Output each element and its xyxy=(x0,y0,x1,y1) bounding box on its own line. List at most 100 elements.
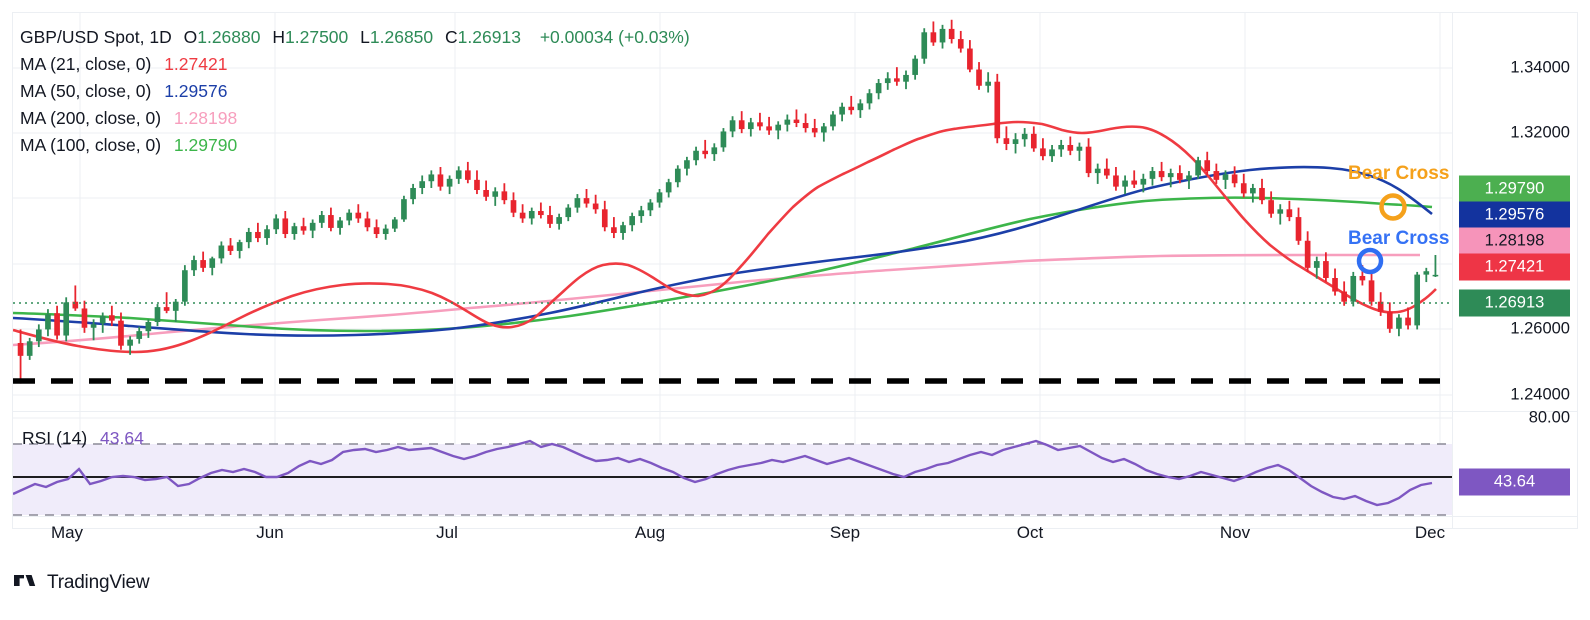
candle-body xyxy=(346,212,353,221)
tradingview-logo: TradingView xyxy=(14,572,150,594)
symbol-label: GBP/USD Spot, 1D xyxy=(20,27,172,47)
time-tick-label: Aug xyxy=(634,523,666,542)
price-axis-divider xyxy=(1452,12,1453,529)
candle-body xyxy=(1377,301,1384,312)
candle-body xyxy=(1149,171,1156,179)
legend-row-ma21: MA (21, close, 0) 1.27421 xyxy=(20,51,690,78)
candle-body xyxy=(1186,175,1192,180)
candle-body xyxy=(912,58,918,75)
legend-row-ma200: MA (200, close, 0) 1.28198 xyxy=(20,105,690,132)
candle-body xyxy=(410,187,416,200)
candle-body xyxy=(528,210,535,219)
candle-body xyxy=(802,122,809,129)
candle-body xyxy=(565,207,572,218)
ohlc-low-value: 1.26850 xyxy=(369,27,434,47)
ohlc-high-label: H xyxy=(272,27,286,47)
candle-body xyxy=(738,120,745,130)
candle-body xyxy=(702,150,709,155)
candle-body xyxy=(693,150,699,161)
candle-body xyxy=(355,212,362,219)
candle-body xyxy=(1131,180,1138,185)
candle-body xyxy=(1067,144,1074,151)
candle-body xyxy=(1231,174,1238,184)
candle-body xyxy=(1030,133,1037,149)
time-tick-label: Sep xyxy=(829,523,861,542)
candle-body xyxy=(620,225,626,233)
candle-body xyxy=(455,170,462,179)
ohlc-open-value: 1.26880 xyxy=(197,27,261,47)
candle-body xyxy=(747,122,754,130)
candle-body xyxy=(382,228,389,235)
candle-body xyxy=(72,301,79,309)
candle-body xyxy=(684,160,690,169)
candle-body xyxy=(629,216,635,226)
candle-body xyxy=(1268,200,1274,214)
candle-body xyxy=(948,28,955,40)
candle-body xyxy=(1085,146,1092,174)
candle-body xyxy=(1332,278,1338,292)
candle-body xyxy=(1396,317,1402,329)
candle-body xyxy=(109,315,115,321)
candle-body xyxy=(903,74,909,82)
candle-body xyxy=(1277,209,1284,214)
candle-body xyxy=(99,315,106,324)
price-badge: 1.29790 xyxy=(1459,175,1570,203)
price-badge: 1.27421 xyxy=(1459,253,1570,281)
candle-body xyxy=(1286,209,1293,218)
candle-body xyxy=(81,308,88,328)
candle-body xyxy=(601,209,608,228)
candle-body xyxy=(1350,275,1357,302)
bear-cross-label-orange: Bear Cross xyxy=(1348,163,1450,184)
candle-body xyxy=(1012,139,1019,144)
candle-body xyxy=(291,226,298,235)
candle-body xyxy=(26,341,33,356)
price-badge: 1.29576 xyxy=(1459,201,1570,229)
candle-body xyxy=(1113,175,1119,187)
candle-body xyxy=(1386,311,1393,329)
candle-body xyxy=(1313,261,1320,268)
candle-body xyxy=(1222,174,1229,180)
candle-body xyxy=(720,131,727,148)
ma21-value: 1.27421 xyxy=(164,54,228,74)
time-axis[interactable]: May Jun Jul Aug Sep Oct Nov Dec xyxy=(12,517,1453,551)
rsi-band-fill xyxy=(13,444,1452,515)
candle-body xyxy=(245,231,252,243)
legend-row-ma100: MA (100, close, 0) 1.29790 xyxy=(20,132,690,159)
legend-row-ohlc: GBP/USD Spot, 1D O1.26880 H1.27500 L1.26… xyxy=(20,24,690,51)
candle-body xyxy=(711,147,718,155)
candle-body xyxy=(766,126,772,131)
candle-body xyxy=(54,313,60,336)
ma50-label: MA (50, close, 0) xyxy=(20,81,152,101)
candle-body xyxy=(1341,291,1347,302)
candle-body xyxy=(592,203,599,210)
ma21-label: MA (21, close, 0) xyxy=(20,54,152,74)
candle-body xyxy=(437,174,444,187)
candle-body xyxy=(172,301,179,311)
ohlc-open-label: O xyxy=(183,27,198,47)
candle-body xyxy=(1177,173,1183,180)
candle-body xyxy=(1359,275,1366,281)
candle-body xyxy=(967,48,973,70)
candle-body xyxy=(182,270,188,302)
candle-body xyxy=(318,215,325,223)
tradingview-brand-text: TradingView xyxy=(47,572,150,593)
candle-body xyxy=(1323,261,1329,279)
candle-body xyxy=(775,124,782,131)
price-axis[interactable]: 1.34000 1.32000 1.26000 1.24000 80.00 1.29790… xyxy=(1453,12,1578,529)
rsi-label: RSI (14) xyxy=(22,428,88,448)
candle-body xyxy=(501,191,508,201)
candle-body xyxy=(1076,146,1083,151)
candle-body xyxy=(483,190,489,197)
candle-body xyxy=(373,227,380,235)
candle-body xyxy=(857,103,864,111)
candlestick-series xyxy=(17,19,1439,384)
candle-body xyxy=(674,168,681,183)
candle-body xyxy=(821,126,827,133)
candle-body xyxy=(118,320,124,346)
candle-body xyxy=(665,182,672,193)
price-badge: 43.64 xyxy=(1459,468,1570,496)
bear-cross-label-blue: Bear Cross xyxy=(1348,228,1450,249)
ma200-line xyxy=(13,253,1420,347)
candle-body xyxy=(492,191,499,197)
candle-body xyxy=(428,174,435,182)
